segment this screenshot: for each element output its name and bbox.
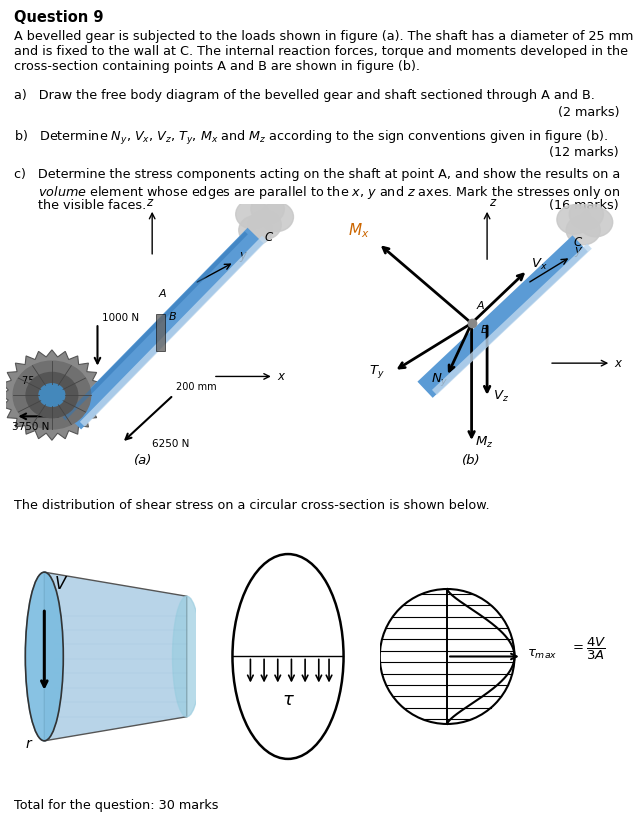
Text: $\tau$: $\tau$ [282, 691, 294, 709]
Text: c)   Determine the stress components acting on the shaft at point A, and show th: c) Determine the stress components actin… [14, 168, 620, 181]
Text: b)   Determine $N_y$, $V_x$, $V_z$, $T_y$, $M_x$ and $M_z$ according to the sign: b) Determine $N_y$, $V_x$, $V_z$, $T_y$,… [14, 129, 608, 147]
Text: C: C [574, 236, 582, 249]
Text: B: B [168, 312, 176, 322]
Text: A bevelled gear is subjected to the loads shown in figure (a). The shaft has a d: A bevelled gear is subjected to the load… [14, 30, 633, 73]
Circle shape [251, 194, 284, 224]
Text: $N_y$: $N_y$ [431, 371, 449, 388]
Circle shape [239, 215, 272, 245]
Text: 3750 N: 3750 N [13, 421, 50, 431]
Text: C: C [265, 231, 273, 243]
Ellipse shape [25, 572, 63, 741]
Text: (16 marks): (16 marks) [549, 199, 619, 213]
Text: $\mathit{volume}$ element whose edges are parallel to the $x$, $y$ and $z$ axes.: $\mathit{volume}$ element whose edges ar… [14, 184, 621, 200]
Text: The distribution of shear stress on a circular cross-section is shown below.: The distribution of shear stress on a ci… [14, 499, 489, 512]
Circle shape [557, 205, 591, 234]
Text: $M_z$: $M_z$ [475, 435, 493, 450]
Text: 200 mm: 200 mm [177, 381, 217, 391]
Polygon shape [0, 350, 104, 440]
Text: the visible faces.: the visible faces. [14, 199, 146, 213]
Text: Total for the question: 30 marks: Total for the question: 30 marks [14, 799, 218, 813]
Text: $M_x$: $M_x$ [348, 222, 369, 240]
Circle shape [235, 199, 269, 229]
Circle shape [248, 210, 281, 239]
Text: $V$: $V$ [54, 575, 68, 593]
Circle shape [569, 199, 603, 229]
Text: (2 marks): (2 marks) [558, 106, 619, 120]
Text: $z$: $z$ [146, 196, 155, 209]
Text: a)   Draw the free body diagram of the bevelled gear and shaft sectioned through: a) Draw the free body diagram of the bev… [14, 89, 595, 102]
Text: $x$: $x$ [277, 370, 286, 383]
Circle shape [13, 361, 91, 429]
Text: (a): (a) [134, 455, 153, 467]
Text: $\tau_{max}$: $\tau_{max}$ [527, 647, 557, 661]
Circle shape [260, 202, 294, 232]
Text: 6250 N: 6250 N [152, 439, 189, 449]
Polygon shape [44, 572, 187, 741]
Text: $T_y$: $T_y$ [369, 363, 385, 380]
Text: $x$: $x$ [614, 356, 624, 370]
FancyBboxPatch shape [156, 313, 165, 351]
Text: $V_z$: $V_z$ [493, 390, 510, 405]
Circle shape [579, 208, 613, 237]
Text: 1000 N: 1000 N [102, 312, 139, 322]
Text: B: B [481, 325, 489, 335]
Text: $r$: $r$ [25, 737, 34, 751]
Ellipse shape [172, 597, 201, 716]
Text: $y$: $y$ [574, 245, 584, 259]
Text: $V_x$: $V_x$ [530, 257, 547, 272]
Text: Question 9: Question 9 [14, 10, 103, 25]
Text: $z$: $z$ [489, 196, 497, 209]
Text: 75 mm: 75 mm [22, 376, 56, 386]
Circle shape [39, 384, 65, 406]
Text: A: A [158, 288, 166, 298]
Text: $y$: $y$ [239, 250, 248, 264]
Text: A: A [476, 301, 484, 311]
Text: (12 marks): (12 marks) [549, 146, 619, 160]
Circle shape [26, 372, 78, 418]
Text: $= \dfrac{4V}{3A}$: $= \dfrac{4V}{3A}$ [570, 637, 606, 662]
Circle shape [566, 215, 600, 245]
Text: (b): (b) [462, 455, 481, 467]
